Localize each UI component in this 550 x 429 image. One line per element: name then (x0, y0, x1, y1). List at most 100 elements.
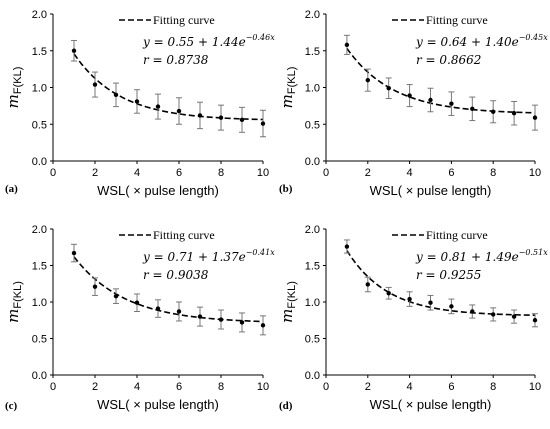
equation-base: e (512, 35, 519, 49)
equation-exponent: −0.41x (246, 248, 276, 257)
y-axis-label-subscript: F(KL) (12, 67, 24, 95)
y-tick-label: 0.5 (305, 119, 320, 131)
x-tick-label: 10 (529, 167, 541, 179)
equation-exponent: −0.51x (519, 248, 549, 257)
data-point (428, 97, 433, 103)
y-axis-label-main: m (278, 309, 296, 323)
data-point (511, 111, 517, 116)
data-point (197, 113, 203, 118)
r-value: r = 0.9038 (143, 268, 209, 282)
data-point (491, 312, 496, 317)
x-tick-label: 10 (529, 381, 541, 393)
x-tick-label: 4 (134, 381, 140, 393)
data-point (344, 244, 350, 249)
fitting-curve (346, 47, 536, 114)
data-point (428, 300, 433, 305)
x-tick-label: 4 (407, 167, 413, 179)
r-value: r = 0.8738 (143, 53, 209, 67)
data-point (449, 304, 454, 309)
data-point (239, 117, 245, 123)
y-tick-label: 2.0 (305, 9, 320, 21)
legend-label: Fitting curve (426, 13, 488, 27)
y-axis-label-main: m (278, 94, 296, 108)
data-point (155, 104, 161, 109)
equation: y = 0.55 + 1.44e−0.46x (142, 33, 275, 49)
chart-panel: 0.0 0.5 1.0 1.5 2.0 0 2 4 6 8 10 WSL( × pulse lengt… (278, 9, 548, 198)
data-point (134, 99, 140, 104)
panel-label: (a) (5, 183, 18, 195)
x-tick-label: 2 (365, 167, 371, 179)
equation-exponent: −0.45x (519, 33, 549, 42)
x-tick-label: 0 (50, 167, 56, 179)
y-axis-label: mF(KL) (4, 67, 24, 109)
x-tick-label: 8 (490, 381, 496, 393)
x-tick-label: 4 (407, 381, 413, 393)
x-axis-label: WSL( × pulse length) (97, 397, 219, 412)
equation: y = 0.71 + 1.37e−0.41x (142, 248, 275, 264)
data-point (113, 92, 119, 98)
x-tick-label: 2 (92, 381, 98, 393)
x-tick-label: 6 (448, 167, 454, 179)
x-tick-label: 8 (490, 167, 496, 179)
x-tick-label: 2 (92, 167, 98, 179)
x-tick-label: 0 (323, 381, 329, 393)
panel-label: (c) (5, 400, 18, 412)
x-tick-label: 10 (257, 167, 269, 179)
data-point (511, 314, 517, 319)
equation-lhs: y = 0.64 + 1.40 (415, 35, 512, 49)
data-point (532, 115, 538, 120)
chart-panel: 0.0 0.5 1.0 1.5 2.0 0 2 4 6 8 10 WSL( × pulse lengt… (4, 224, 275, 412)
y-axis-label-subscript: F(KL) (12, 281, 24, 309)
y-tick-label: 2.0 (32, 224, 47, 236)
x-tick-label: 4 (134, 167, 140, 179)
data-point (197, 314, 203, 319)
equation: y = 0.81 + 1.49e−0.51x (415, 248, 548, 264)
data-point (532, 318, 538, 323)
equation-lhs: y = 0.55 + 1.44 (142, 35, 239, 49)
x-tick-label: 0 (323, 167, 329, 179)
data-point (386, 291, 391, 296)
data-point (344, 42, 350, 48)
y-tick-label: 2.0 (305, 224, 320, 236)
y-tick-label: 1.5 (305, 261, 320, 273)
y-tick-label: 1.0 (305, 83, 320, 95)
r-value: r = 0.8662 (416, 53, 481, 67)
data-point (386, 86, 391, 91)
y-tick-label: 1.5 (305, 46, 320, 58)
data-point (260, 323, 266, 328)
y-tick-label: 0.0 (32, 156, 47, 168)
y-tick-label: 1.0 (32, 83, 47, 95)
x-tick-label: 2 (365, 381, 371, 393)
y-axis-label: mF(KL) (278, 281, 298, 323)
y-tick-label: 0.0 (305, 156, 320, 168)
panel-label: (b) (279, 183, 293, 195)
equation: y = 0.64 + 1.40e−0.45x (415, 33, 548, 49)
y-axis-label-main: m (4, 309, 22, 323)
equation-lhs: y = 0.71 + 1.37 (142, 250, 239, 264)
data-point (260, 121, 266, 126)
y-tick-label: 1.5 (32, 261, 47, 273)
x-tick-label: 6 (176, 167, 182, 179)
x-tick-label: 6 (176, 381, 182, 393)
chart-panel: 0.0 0.5 1.0 1.5 2.0 0 2 4 6 8 10 WSL( × pulse lengt… (4, 9, 275, 198)
x-tick-label: 10 (257, 381, 269, 393)
data-point (470, 106, 475, 112)
data-point (113, 293, 119, 299)
y-axis-label-subscript: F(KL) (286, 67, 298, 95)
data-point (155, 306, 161, 311)
data-point (71, 250, 77, 256)
equation-exponent: −0.46x (246, 33, 276, 42)
data-point (407, 93, 412, 98)
x-tick-label: 8 (218, 381, 224, 393)
x-axis-label: WSL( × pulse length) (97, 183, 219, 198)
y-tick-label: 0.0 (305, 370, 320, 382)
data-point (218, 115, 224, 120)
x-tick-label: 0 (50, 381, 56, 393)
data-point (491, 109, 496, 114)
data-point (407, 296, 412, 302)
x-tick-label: 6 (448, 381, 454, 393)
y-tick-label: 0.5 (305, 334, 320, 346)
chart-panel: 0.0 0.5 1.0 1.5 2.0 0 2 4 6 8 10 WSL( × pulse lengt… (278, 224, 548, 412)
data-point (92, 82, 98, 87)
